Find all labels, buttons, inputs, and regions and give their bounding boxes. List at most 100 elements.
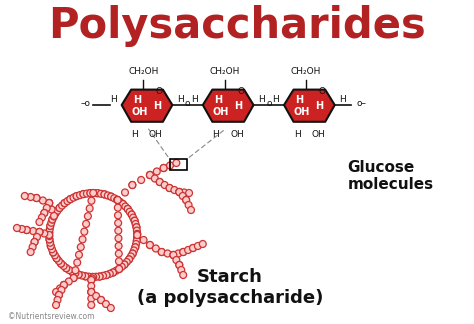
Text: o: o [266,98,272,108]
Circle shape [82,220,90,227]
Circle shape [64,198,71,205]
Circle shape [86,205,93,212]
Circle shape [128,253,134,260]
Text: o–: o– [356,99,366,109]
Circle shape [70,194,77,201]
Circle shape [158,249,165,256]
Circle shape [69,268,75,275]
Circle shape [57,260,64,267]
Text: o: o [185,98,191,108]
Circle shape [188,206,194,214]
Circle shape [36,228,43,236]
Circle shape [38,214,46,221]
Circle shape [88,276,95,284]
Circle shape [179,192,186,200]
Text: CH₂OH: CH₂OH [291,67,321,75]
Circle shape [102,300,109,307]
Circle shape [27,249,34,256]
Text: H: H [234,101,242,111]
Circle shape [53,255,60,262]
Circle shape [103,272,110,279]
Circle shape [47,243,54,249]
Circle shape [146,171,154,179]
Circle shape [46,200,53,206]
Circle shape [66,267,73,273]
Circle shape [36,218,43,226]
Circle shape [166,162,173,169]
Text: O: O [318,87,325,96]
Circle shape [63,265,70,272]
Polygon shape [203,90,254,122]
Text: OH: OH [131,107,147,117]
Circle shape [77,244,84,250]
Circle shape [146,171,154,179]
Circle shape [156,179,163,186]
Circle shape [124,205,131,213]
Circle shape [166,184,173,191]
Circle shape [114,196,121,203]
Circle shape [55,292,63,298]
Circle shape [94,190,101,197]
Circle shape [126,256,132,263]
Circle shape [96,273,103,280]
Circle shape [132,244,139,251]
Circle shape [47,223,54,229]
Circle shape [72,270,79,277]
Circle shape [104,192,111,199]
Circle shape [129,250,136,257]
Circle shape [75,271,82,278]
Circle shape [57,260,64,267]
Circle shape [72,267,79,274]
Circle shape [119,201,127,207]
Circle shape [79,236,86,243]
Circle shape [46,200,53,206]
Circle shape [88,295,95,302]
Circle shape [194,242,201,249]
Circle shape [46,229,53,236]
Circle shape [146,241,154,249]
Text: Polysaccharides: Polysaccharides [48,5,426,47]
Circle shape [161,181,168,189]
Circle shape [89,275,96,282]
Text: H: H [273,95,279,104]
Circle shape [87,190,94,197]
Circle shape [160,165,167,171]
Circle shape [133,237,140,244]
Circle shape [92,273,100,280]
Circle shape [56,285,64,292]
Text: H: H [339,95,346,104]
Circle shape [176,261,182,269]
Circle shape [70,274,77,282]
Circle shape [114,204,121,211]
Circle shape [115,242,122,249]
Circle shape [134,234,140,241]
Circle shape [109,269,117,276]
Circle shape [170,251,177,259]
Text: H: H [295,95,303,105]
Text: CH₂OH: CH₂OH [210,67,240,75]
Circle shape [131,217,138,224]
Circle shape [75,271,82,278]
Circle shape [181,189,188,196]
Circle shape [34,234,40,240]
Circle shape [87,190,94,197]
Circle shape [153,245,159,252]
Text: OH: OH [293,107,310,117]
Circle shape [80,191,87,198]
Circle shape [131,217,138,224]
Circle shape [129,250,136,257]
Circle shape [61,200,68,207]
Circle shape [88,288,95,295]
Circle shape [133,240,139,248]
Circle shape [116,265,122,272]
Circle shape [108,193,115,200]
Text: H: H [133,95,141,105]
Circle shape [48,219,55,226]
Circle shape [116,265,122,272]
Circle shape [114,196,121,203]
Circle shape [50,213,57,220]
Text: O: O [237,87,244,96]
Circle shape [185,247,191,253]
Circle shape [89,273,96,281]
Circle shape [58,286,65,294]
